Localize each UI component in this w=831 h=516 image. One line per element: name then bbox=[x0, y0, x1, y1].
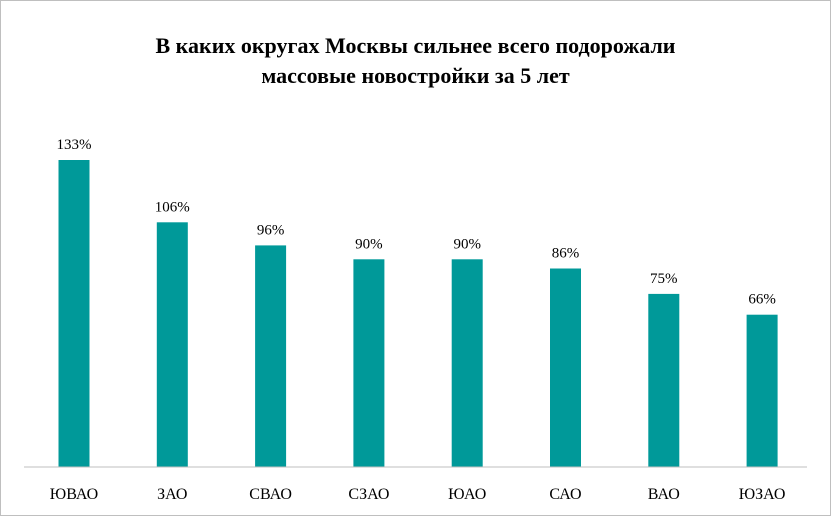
bar-0 bbox=[58, 160, 90, 467]
value-label-4: 90% bbox=[453, 236, 481, 252]
bar-1 bbox=[156, 222, 188, 467]
category-label-4: ЮАО bbox=[448, 486, 486, 503]
category-label-1: ЗАО bbox=[157, 486, 187, 503]
bar-6 bbox=[648, 293, 680, 467]
chart-title-line-1: В каких округах Москвы сильнее всего под… bbox=[155, 33, 676, 58]
chart-title-line-2: массовые новостройки за 5 лет bbox=[261, 63, 570, 88]
bars-group bbox=[58, 160, 778, 467]
category-label-5: САО bbox=[549, 486, 581, 503]
bar-2 bbox=[255, 245, 287, 467]
value-label-1: 106% bbox=[155, 199, 190, 215]
value-label-0: 133% bbox=[57, 137, 92, 153]
value-label-7: 66% bbox=[748, 292, 776, 308]
category-label-3: СЗАО bbox=[348, 486, 389, 503]
bar-4 bbox=[451, 259, 483, 467]
value-label-5: 86% bbox=[552, 246, 580, 262]
value-label-6: 75% bbox=[650, 271, 678, 287]
value-label-3: 90% bbox=[355, 236, 383, 252]
value-label-2: 96% bbox=[257, 222, 285, 238]
bar-3 bbox=[353, 259, 385, 467]
value-labels-group: 133% 106% 96% 90% 90% 86% 75% 66% bbox=[57, 137, 776, 308]
category-label-6: ВАО bbox=[648, 486, 680, 503]
bar-7 bbox=[746, 314, 778, 467]
category-label-2: СВАО bbox=[249, 486, 292, 503]
bar-5 bbox=[550, 268, 581, 467]
category-label-7: ЮЗАО bbox=[739, 486, 786, 503]
category-labels-group: ЮВАО ЗАО СВАО СЗАО ЮАО САО ВАО ЮЗАО bbox=[50, 486, 786, 503]
chart-title: В каких округах Москвы сильнее всего под… bbox=[1, 31, 830, 91]
category-label-0: ЮВАО bbox=[50, 486, 98, 503]
